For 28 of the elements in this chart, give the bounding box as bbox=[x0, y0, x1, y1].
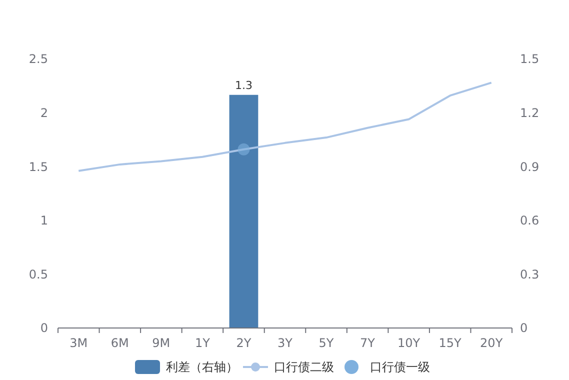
x-tick-label: 2Y bbox=[236, 336, 252, 350]
y-tick-label: 1.5 bbox=[28, 160, 48, 174]
x-tick-label: 9M bbox=[152, 336, 170, 350]
y2-tick-label: 0.6 bbox=[520, 214, 540, 228]
y-tick-label: 0.5 bbox=[28, 267, 48, 282]
x-tick-label: 15Y bbox=[438, 336, 462, 350]
y-tick-label: 0 bbox=[40, 321, 48, 336]
y-tick-label: 1 bbox=[40, 214, 48, 228]
x-tick-label: 3M bbox=[70, 336, 88, 350]
legend-label: 口行债一级 bbox=[370, 360, 430, 374]
x-tick-label: 10Y bbox=[398, 336, 421, 350]
legend-label: 口行债二级 bbox=[274, 360, 334, 374]
y-tick-label: 2.5 bbox=[28, 52, 48, 66]
x-tick-label: 6M bbox=[110, 336, 129, 350]
y2-tick-label: 0.3 bbox=[520, 267, 540, 282]
x-tick-label: 20Y bbox=[480, 336, 504, 350]
data-label: 1.3 bbox=[234, 78, 252, 92]
y2-tick-label: 1.2 bbox=[520, 106, 540, 120]
x-tick-label: 1Y bbox=[194, 336, 211, 350]
y2-tick-label: 0.9 bbox=[520, 160, 540, 174]
y2-tick-label: 1.5 bbox=[520, 52, 540, 66]
x-tick-label: 3Y bbox=[278, 336, 294, 350]
x-tick-label: 7Y bbox=[360, 336, 376, 350]
line-series bbox=[78, 82, 492, 172]
y-tick-label: 2 bbox=[40, 106, 48, 120]
x-tick-label: 5Y bbox=[318, 336, 334, 350]
y2-tick-label: 0 bbox=[520, 321, 528, 336]
legend-label: 利差（右轴） bbox=[166, 360, 238, 374]
